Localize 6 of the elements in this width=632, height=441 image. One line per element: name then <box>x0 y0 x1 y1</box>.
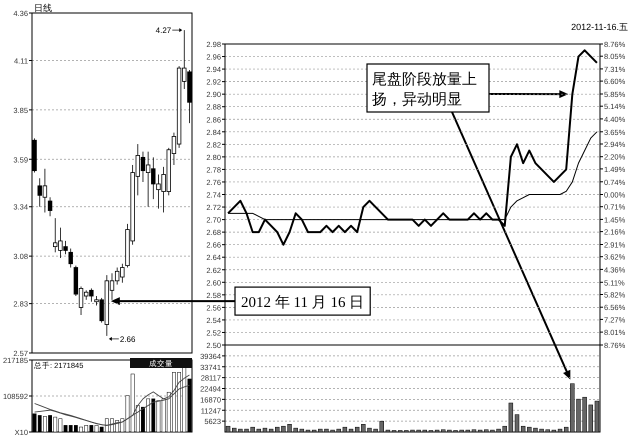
annotation: 2.66 <box>120 334 136 344</box>
chart-title: 2012-11-16.五 <box>571 22 628 32</box>
annotation: 4.27 <box>156 26 172 36</box>
chart-title: 日线 <box>34 3 52 13</box>
annotation: 2012 年 11 月 16 日 <box>241 294 364 312</box>
annotation: 尾盘阶段放量上扬，异动明显 <box>372 71 477 108</box>
